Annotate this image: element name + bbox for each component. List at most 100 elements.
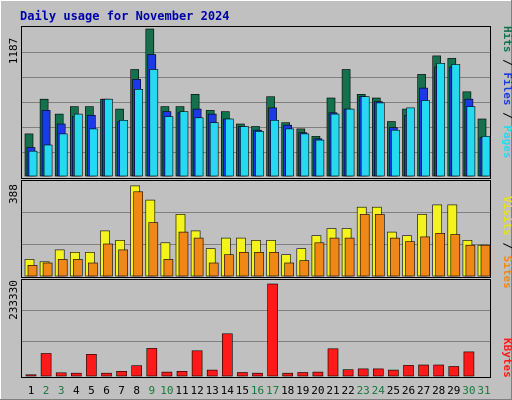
x-tick-label: 13: [206, 384, 219, 397]
x-tick-label: 21: [326, 384, 339, 397]
sites-bar: 3: 70: [57, 259, 68, 277]
x-tick-label: 31: [477, 384, 490, 397]
sites-bar: 20: 140: [314, 242, 325, 277]
kbytes-bar: 14: 107000: [222, 333, 233, 377]
sites-bar: 21: 160: [329, 237, 340, 277]
x-tick-label: 12: [190, 384, 203, 397]
x-tick-label: 30: [462, 384, 475, 397]
pages-bar: 14: 460: [225, 118, 234, 177]
pages-bar: 27: 610: [421, 100, 430, 177]
x-tick-label: 9: [148, 384, 155, 397]
kbytes-bar: 4: 7000: [71, 372, 82, 377]
kbytes-bar: 22: 16000: [342, 369, 354, 377]
kbytes-bar: 17: 233330: [267, 283, 278, 377]
sites-bar: 25: 160: [390, 237, 400, 277]
sites-bar: 1: 45: [27, 264, 38, 277]
x-tick-label: 8: [133, 384, 140, 397]
legend-files: Files: [501, 72, 512, 105]
pages-bar: 12: 470: [194, 117, 204, 177]
sites-bar: 15: 100: [239, 252, 249, 277]
visitors-ymax-label: 388: [7, 184, 20, 204]
kbytes-ymax-label: 233330: [7, 280, 20, 320]
kbytes-bar: 5: 55000: [86, 353, 97, 377]
pages-bar: 22: 540: [345, 108, 355, 177]
pages-bar: 9: 860: [149, 69, 159, 177]
pages-bar: 6: 620: [104, 98, 113, 177]
pages-bar: 20: 290: [315, 139, 325, 177]
kbytes-bar: 7: 12000: [116, 370, 127, 377]
pages-bar: 4: 500: [74, 113, 83, 177]
x-tick-label: 5: [88, 384, 95, 397]
x-tick-label: 19: [296, 384, 309, 397]
sites-bar: 29: 175: [450, 234, 461, 277]
pages-bar: 26: 550: [406, 107, 415, 177]
kbytes-bar: 25: 15000: [388, 369, 399, 377]
sites-bar: 18: 55: [284, 262, 295, 277]
x-tick-label: 10: [160, 384, 173, 397]
kbytes-bar: 29: 24000: [448, 366, 460, 377]
pages-bar: 16: 360: [255, 131, 264, 177]
kbytes-bar: 16: 7000: [252, 372, 263, 377]
sites-bar: 17: 100: [269, 252, 279, 277]
kbytes-bar: 10: 10000: [161, 371, 173, 377]
pages-bar: 19: 340: [300, 133, 310, 177]
sites-bar: 12: 160: [193, 237, 204, 277]
kbytes-bar: 13: 15000: [206, 369, 218, 377]
x-tick-label: 15: [236, 384, 249, 397]
sites-bar: 24: 260: [374, 214, 385, 277]
kbytes-bar: 9: 70000: [146, 348, 158, 377]
chart-title: Daily usage for November 2024: [20, 9, 230, 23]
x-tick-label: 28: [432, 384, 445, 397]
legend-hits: Hits: [501, 26, 512, 53]
sites-bar: 14: 90: [224, 254, 234, 277]
kbytes-bar: 1: 3000: [25, 374, 37, 377]
pages-bar: 7: 450: [119, 120, 128, 177]
pages-bar: 17: 450: [270, 120, 279, 177]
kbytes-bar: 20: 10000: [312, 371, 324, 377]
sites-bar: 5: 55: [88, 262, 98, 277]
pages-bar: 18: 380: [285, 128, 295, 177]
pages-bar: 2: 250: [43, 144, 53, 177]
x-tick-label: 2: [43, 384, 50, 397]
kbytes-bar: 6: 7000: [101, 372, 112, 377]
x-tick-label: 4: [73, 384, 80, 397]
x-axis-labels: 1 2 3 4 5 6 7 8 9 10 11 12 13 14 15 16 17 18 19 20 21 22 23 24 2…: [28, 384, 491, 397]
legend-sites: Sites: [501, 256, 512, 289]
sites-bar: 22: 160: [344, 237, 355, 277]
x-tick-label: 18: [281, 384, 294, 397]
x-tick-label: 29: [447, 384, 460, 397]
kbytes-bar: 8: 26000: [131, 365, 142, 377]
kbytes-bar: 28: 28000: [433, 364, 445, 377]
kbytes-bar: 21: 69000: [327, 348, 339, 377]
kbytes-bar: 19: 9000: [297, 372, 309, 377]
sites-bar: 9: 225: [148, 222, 159, 277]
pages-bar: 15: 400: [240, 126, 249, 177]
visitors-legend: Visits / Sites: [501, 196, 512, 289]
pages-bar: 8: 700: [134, 89, 143, 177]
pages-bar: 28: 910: [436, 62, 446, 177]
kbytes-panel: [21, 279, 491, 378]
legend-visits: Visits: [501, 196, 512, 236]
x-tick-label: 24: [372, 384, 386, 397]
x-tick-label: 11: [175, 384, 188, 397]
sites-bar: 13: 55: [208, 262, 219, 277]
x-tick-label: 25: [387, 384, 400, 397]
x-tick-label: 7: [118, 384, 125, 397]
pages-bar: 30: 560: [466, 106, 476, 177]
pages-bar: 25: 370: [391, 129, 400, 177]
sites-bar: 7: 110: [118, 249, 128, 277]
kbytes-bar: 23: 18000: [357, 368, 369, 377]
pages-bar: 24: 590: [375, 102, 385, 177]
pages-bar: 10: 480: [164, 116, 174, 177]
kbytes-bar: 12: 64000: [191, 350, 203, 377]
x-tick-label: 22: [341, 384, 354, 397]
x-tick-label: 14: [221, 384, 235, 397]
kbytes-bar: 3: 8000: [55, 372, 67, 377]
pages-bar: 21: 500: [330, 113, 340, 177]
kbytes-bar: 24: 18000: [372, 368, 384, 377]
sites-bar: 8: 355: [133, 191, 143, 277]
sites-bar: 27: 165: [420, 236, 430, 277]
kbytes-bar: 30: 61000: [463, 351, 475, 377]
sites-bar: 10: 70: [163, 259, 174, 277]
